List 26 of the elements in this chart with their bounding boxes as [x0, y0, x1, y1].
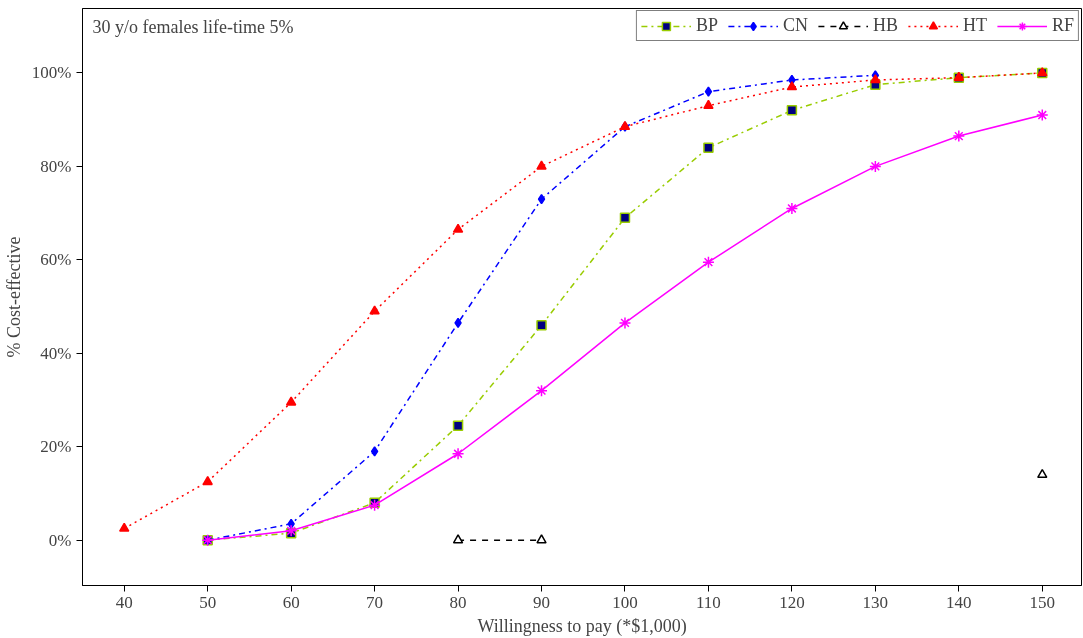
x-tick-label: 60 [282, 592, 300, 612]
y-tick-label: 60% [40, 250, 72, 270]
x-tick-label: 140 [946, 592, 972, 612]
y-tick-label: 0% [48, 530, 72, 550]
x-tick-label: 50 [199, 592, 217, 612]
x-tick-label: 120 [779, 592, 805, 612]
x-tick-label: 150 [1029, 592, 1056, 612]
legend-label: HT [962, 15, 987, 36]
x-tick-label: 100 [612, 592, 638, 612]
x-tick-label: 70 [366, 592, 384, 612]
x-tick-label: 110 [696, 592, 721, 612]
y-tick-label: 40% [40, 343, 72, 363]
y-tick-label: 100% [31, 63, 72, 83]
y-axis-title: % Cost-effective [3, 236, 24, 358]
legend-label: CN [782, 15, 808, 36]
y-tick-label: 20% [40, 437, 72, 457]
y-tick-label: 80% [40, 156, 72, 176]
legend-label: HB [872, 15, 898, 36]
text: 30 y/o females life-time 5% [92, 16, 294, 37]
x-axis-title: Willingness to pay (*$1,000) [477, 615, 687, 637]
x-tick-label: 80 [449, 592, 467, 612]
x-tick-label: 130 [862, 592, 889, 612]
x-tick-label: 40 [115, 592, 133, 612]
x-tick-label: 90 [533, 592, 551, 612]
legend-label: BP [695, 15, 718, 36]
legend-label: RF [1051, 15, 1074, 36]
